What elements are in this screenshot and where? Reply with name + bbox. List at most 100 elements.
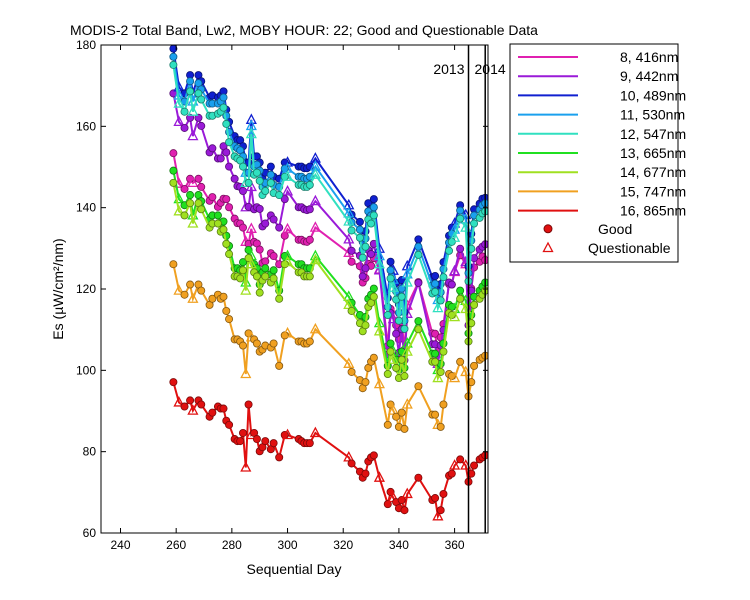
good-point [252, 339, 261, 348]
x-tick-label: 300 [278, 538, 298, 552]
questionable-point [281, 222, 294, 234]
good-point [255, 176, 264, 185]
good-point [456, 455, 465, 464]
questionable-point [449, 371, 461, 383]
x-tick-label: 360 [445, 538, 465, 552]
good-point [436, 506, 445, 515]
good-point [236, 437, 245, 446]
legend-entry: 9, 442nm [620, 68, 678, 84]
good-point [269, 266, 278, 275]
good-point [386, 339, 395, 348]
good-point [225, 162, 234, 171]
x-tick-label: 280 [222, 538, 242, 552]
series-8-416nm [169, 149, 488, 358]
x-tick-label: 320 [333, 538, 353, 552]
good-point [414, 382, 423, 391]
y-tick-label: 60 [83, 526, 97, 540]
questionable-point [309, 253, 321, 265]
questionable-point [309, 426, 321, 438]
questionable-point [449, 310, 461, 322]
good-point [397, 496, 406, 505]
good-point [414, 242, 423, 251]
good-point [400, 424, 409, 433]
good-point [447, 469, 456, 478]
good-point [238, 428, 247, 437]
good-point [347, 306, 356, 315]
good-point [252, 435, 261, 444]
good-point [186, 191, 195, 200]
good-point [255, 204, 264, 213]
good-point [397, 292, 406, 301]
good-point [414, 235, 423, 244]
legend-entry: 12, 547nm [620, 126, 686, 142]
questionable-point [187, 404, 199, 415]
good-point [269, 339, 278, 348]
good-point [261, 219, 270, 228]
questionable-point [173, 97, 185, 108]
good-point [269, 215, 278, 224]
good-point [367, 250, 376, 259]
good-point [194, 174, 203, 183]
good-point [180, 123, 189, 132]
good-point [383, 369, 392, 378]
good-point [216, 154, 225, 163]
questionable-point [309, 168, 321, 179]
legend-entry: 15, 747nm [620, 183, 686, 199]
questionable-point [245, 113, 257, 124]
good-point [369, 353, 378, 362]
series-12-547nm [169, 60, 488, 333]
good-point [169, 178, 178, 187]
questionable-point [281, 249, 294, 261]
questionable-point [281, 170, 294, 181]
y-tick-label: 160 [76, 119, 96, 133]
good-point [305, 235, 314, 244]
good-point [414, 317, 423, 326]
y-tick-label: 100 [76, 363, 96, 377]
good-point [238, 258, 247, 267]
questionable-point [401, 276, 413, 287]
good-point [439, 347, 448, 356]
good-point [347, 459, 356, 468]
plot-area [100, 44, 489, 534]
good-point [414, 250, 423, 259]
good-point [456, 244, 465, 253]
questionable-point [373, 324, 385, 336]
good-point [431, 410, 440, 419]
good-point [400, 324, 409, 333]
legend-good-marker [543, 224, 553, 234]
good-point [456, 214, 465, 223]
questionable-point [373, 471, 385, 482]
good-point [436, 367, 445, 376]
questionable-point [173, 204, 185, 216]
good-point [169, 52, 178, 61]
good-point [238, 223, 247, 232]
good-point [369, 203, 378, 212]
good-point [275, 294, 284, 303]
good-point [383, 500, 392, 509]
good-point [180, 290, 189, 299]
questionable-point [309, 322, 321, 334]
good-point [367, 219, 376, 228]
good-point [197, 286, 206, 295]
questionable-point [281, 185, 294, 196]
x-axis: 240 260 280 300 320 340 360 [110, 45, 465, 552]
good-point [470, 461, 479, 470]
good-point [261, 186, 270, 195]
good-point [244, 400, 253, 409]
good-point [219, 225, 228, 234]
good-point [347, 246, 356, 255]
good-point [305, 439, 314, 448]
questionable-point [187, 129, 199, 141]
good-point [255, 245, 264, 254]
year-label-left: 2013 [433, 61, 464, 77]
good-point [266, 178, 275, 187]
good-point [369, 211, 378, 220]
good-point [252, 168, 261, 177]
legend-questionable-label: Questionable [588, 240, 671, 256]
good-point [275, 453, 284, 462]
questionable-point [432, 301, 444, 313]
good-point [213, 211, 222, 220]
good-point [238, 186, 247, 195]
good-point [180, 402, 189, 411]
good-point [445, 246, 454, 255]
